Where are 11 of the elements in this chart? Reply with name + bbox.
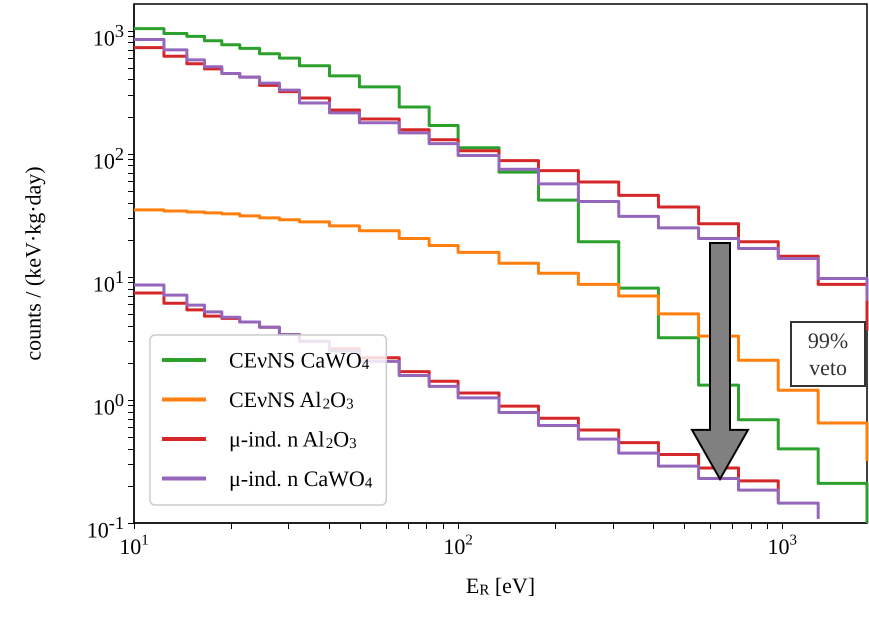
y-tick-label: 10$^{2}$ (92, 142, 124, 174)
legend-label: μ-ind. n Al2O3 (229, 426, 357, 452)
annotation: 99% veto (790, 320, 866, 387)
legend-label: CEνNS CaWO4 (229, 348, 370, 373)
legend-label: CEνNS Al2O3 (229, 387, 354, 412)
legend-label: μ-ind. n CaWO4 (229, 466, 373, 492)
y-tick-label: 10$^{3}$ (92, 20, 124, 50)
y-tick-label: 10$^{1}$ (92, 266, 124, 296)
y-axis-title: counts / (keV·kg·day) (20, 166, 46, 361)
x-axis-title: ER [eV] (466, 573, 536, 598)
y-tick-label: 10$^{0}$ (92, 388, 124, 420)
